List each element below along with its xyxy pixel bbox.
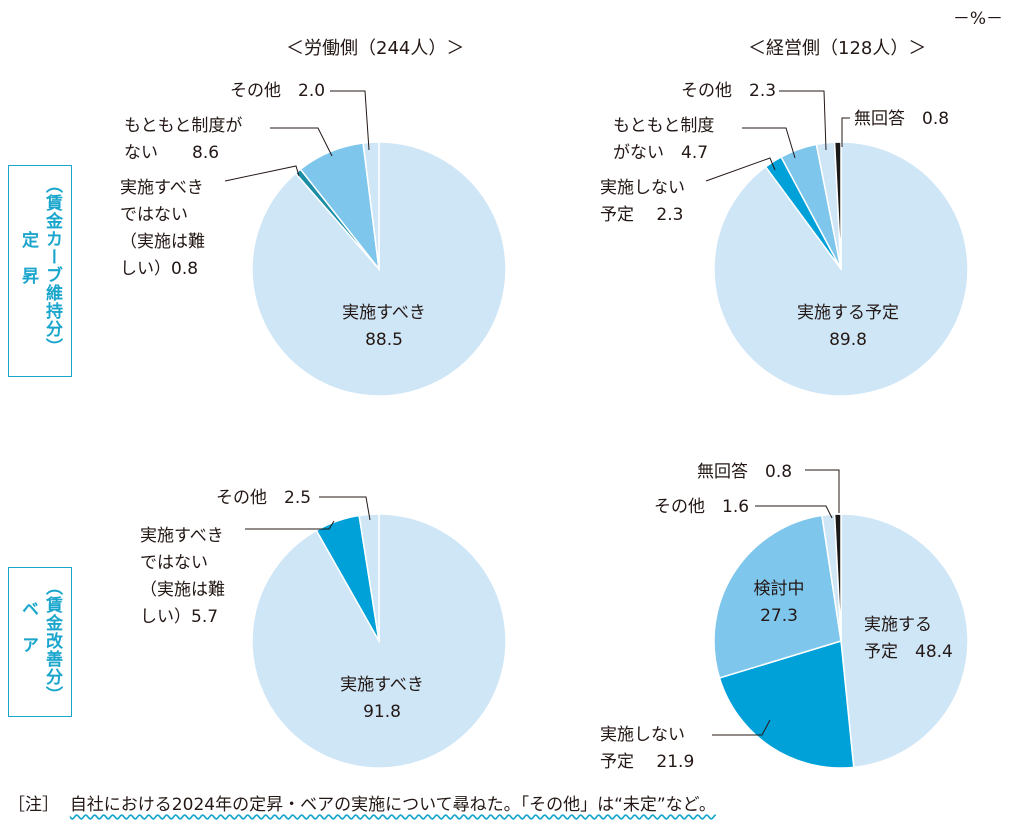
footnote-text: 自社における2024年の定昇・ベアの実施について尋ねた。「その他」は“未定”など… [69,795,716,815]
footnote: ［注］ 自社における2024年の定昇・ベアの実施について尋ねた。「その他」は“未… [8,790,716,815]
pie-0-label-2: もともと制度がない 8.6 [124,116,242,163]
pie-0-label-1: 実施すべきではない（実施は難しい）0.8 [120,178,205,279]
pie-0-label-0: 実施すべき 88.5 [342,303,426,350]
pie-3-label-3: その他 1.6 [654,497,749,517]
pie-3-label-1: 実施しない予定 21.9 [600,725,694,772]
pie-0-leader-3 [330,90,370,151]
pie-1-label-3: その他 2.3 [681,81,776,101]
pie-3-leader-4 [805,469,840,513]
row-label-box-teishou [8,165,72,377]
row-label-box-bea [8,567,72,717]
unit-label: －%－ [952,9,1003,29]
pie-3-label-2: 検討中 27.3 [754,579,805,626]
pie-3-leader-3 [755,505,833,519]
pie-3-label-0: 実施する予定 48.4 [864,615,953,662]
pie-2-label-1: 実施すべきではない（実施は難しい）5.7 [140,526,225,627]
row-sub-bea: （賃金改善分） [42,578,62,704]
pie-3-leader-1 [712,719,771,736]
pie-1-label-1: 実施しない予定 2.3 [600,178,685,225]
pie-0-leader-1 [224,165,300,182]
pie-3-slice-4 [833,513,842,642]
footnote-prefix: ［注］ [8,795,59,815]
pie-1-leader-3 [779,90,827,151]
pie-2-label-2: その他 2.5 [216,488,311,508]
pie-0-slice-3 [362,141,380,270]
pie-3-slice-1 [718,640,855,769]
pie-2-label-0: 実施すべき 91.8 [340,675,424,722]
pie-3-slice-0 [840,513,969,769]
pie-1-label-0: 実施する予定 89.8 [797,303,899,350]
pie-1-slice-4 [833,141,842,270]
pie-1-label-4: 無回答 0.8 [854,109,949,129]
pie-1-leader-4 [841,117,850,147]
pie-0-label-3: その他 2.0 [230,81,325,101]
pie-3-label-4: 無回答 0.8 [697,462,792,482]
pie-2-leader-1 [245,520,335,530]
pie-2-leader-2 [319,496,371,521]
pie-0-leader-2 [270,127,333,157]
row-title-bea: ベ ア [18,600,38,654]
row-sub-teishou: （賃金カーブ維持分） [42,176,62,356]
pie-1-leader-2 [742,127,796,159]
column-header-labor: ＜労働側（244人）＞ [286,38,465,59]
pie-1-label-2: もともと制度がない 4.7 [613,116,714,163]
column-header-management: ＜経営側（128人）＞ [748,38,927,59]
pie-3-slice-2 [713,514,842,679]
row-title-teishou: 定 昇 [18,231,38,285]
pie-1-leader-1 [705,157,776,182]
